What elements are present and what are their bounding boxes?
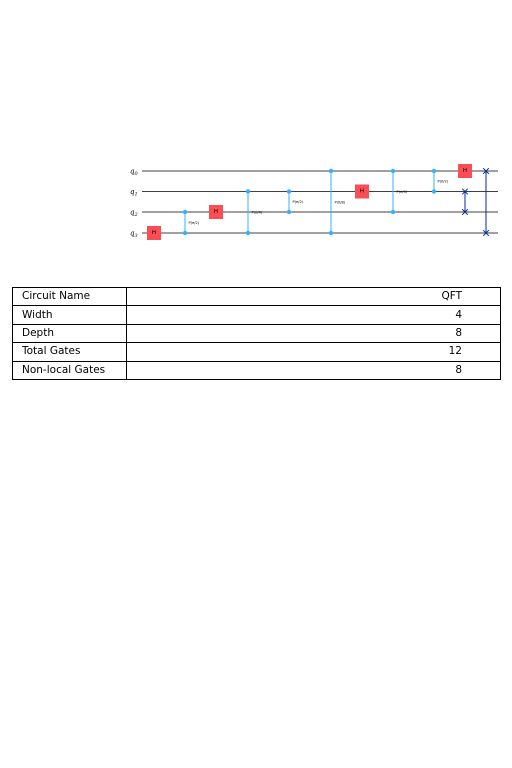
control-dot [431,189,437,194]
swap-cross-icon [461,208,469,216]
qubit-label: q2 [130,208,138,218]
hadamard-gate: H [147,226,161,240]
controlled-phase-gate: P(π/2) [286,189,304,215]
swap-gate [482,167,490,237]
control-dot [245,189,251,194]
qubit-label: q0 [130,167,138,177]
control-dot [245,230,251,236]
table-row: Depth 8 [12,323,501,344]
hadamard-gate: H [355,184,369,199]
table-row: Total Gates 12 [12,342,501,362]
phase-label: P(π/2) [189,221,200,225]
controlled-phase-gate: P(π/4) [390,168,408,215]
control-dot [182,209,188,215]
controlled-phase-gate: P(π/4) [245,189,263,236]
swap-cross-icon [482,229,490,237]
stat-key: Width [12,305,127,325]
gate-label: H [463,168,467,174]
stat-key: Circuit Name [12,286,127,307]
control-dot [182,230,188,236]
stat-key: Total Gates [12,342,127,362]
hadamard-gate: H [209,205,223,219]
control-dot [286,209,292,215]
stat-value: 4 [126,305,501,325]
circuit-stats-table: Circuit Name QFT Width 4 Depth 8 Total G… [12,286,501,380]
gate-label: H [152,230,156,236]
stat-key: Non-local Gates [12,360,127,380]
stat-value: 8 [126,360,501,380]
swap-cross-icon [482,167,490,175]
phase-label: P(π/4) [252,211,263,215]
stat-value: QFT [126,286,501,307]
controlled-phase-gate: P(π/8) [328,168,346,236]
swap-cross-icon [461,188,469,195]
qubit-label: q1 [130,188,138,198]
control-dot [328,168,334,174]
circuit-gates: H P(π/2) H P(π/4) P(π/2) P(π/8) H P(π/4) P(π/2) H [147,164,490,240]
table-row: Width 4 [12,305,501,325]
stat-key: Depth [12,323,127,344]
phase-label: P(π/4) [397,190,408,194]
stat-value: 8 [126,323,501,344]
control-dot [390,168,396,174]
hadamard-gate: H [458,164,472,178]
controlled-phase-gate: P(π/2) [431,168,449,194]
phase-label: P(π/2) [438,180,449,184]
qubit-label: q3 [130,229,138,239]
phase-label: P(π/2) [293,200,304,204]
table-row: Circuit Name QFT [12,286,501,307]
swap-gate [461,188,469,216]
stat-value: 12 [126,342,501,362]
control-dot [431,168,437,174]
control-dot [286,189,292,194]
qubit-wires: q0 q1 q2 q3 [130,167,498,239]
quantum-circuit-diagram: q0 q1 q2 q3 H P(π/2) H P(π/4) P(π/2) P(π/8) H P(π/… [130,164,498,240]
control-dot [328,230,334,236]
controlled-phase-gate: P(π/2) [182,209,200,236]
gate-label: H [360,189,364,195]
phase-label: P(π/8) [335,200,346,204]
control-dot [390,209,396,215]
gate-label: H [214,209,218,215]
table-row: Non-local Gates 8 [12,360,501,380]
